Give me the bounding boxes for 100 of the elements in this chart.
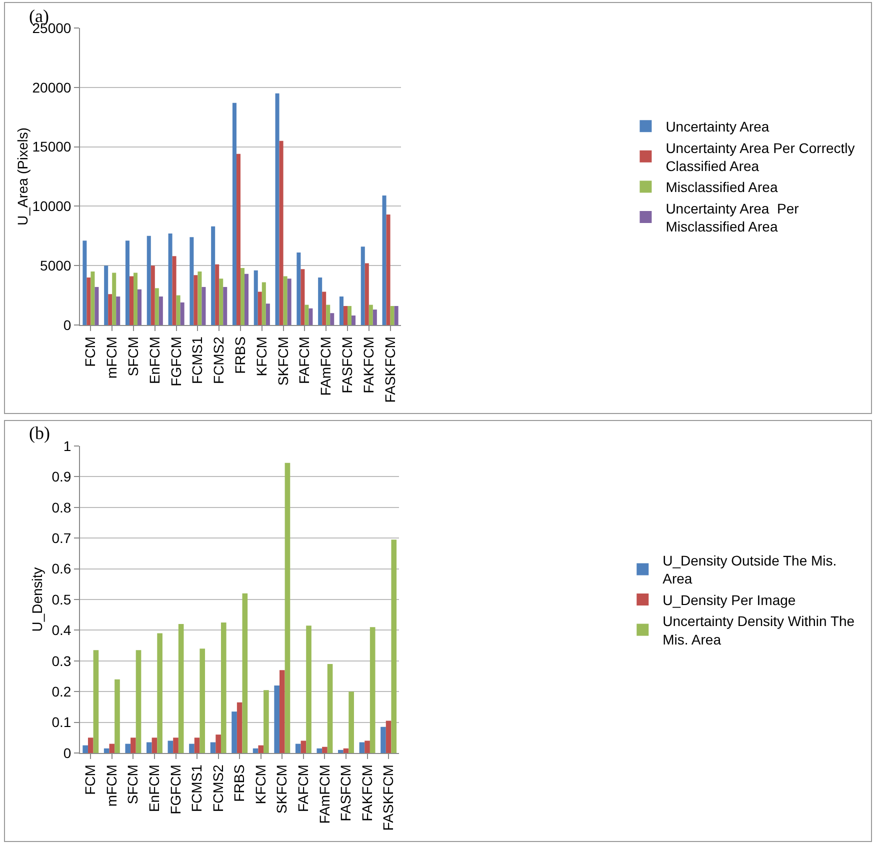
bar xyxy=(242,593,248,753)
x-tick-label: KFCM xyxy=(253,336,270,376)
bar xyxy=(219,278,224,325)
bar xyxy=(104,748,110,753)
bar xyxy=(216,734,221,753)
bar xyxy=(284,462,290,753)
bar xyxy=(280,670,285,753)
bar xyxy=(94,286,99,325)
x-tick-label: FCMS1 xyxy=(189,336,206,384)
bar xyxy=(125,240,130,325)
text: (b) xyxy=(29,423,50,443)
y-tick-label: 10000 xyxy=(32,198,72,214)
x-tick-label: FAFCM xyxy=(296,336,312,384)
y-tick-label: 0.8 xyxy=(52,499,72,516)
bar xyxy=(134,272,138,325)
bar xyxy=(316,748,322,753)
bar xyxy=(275,93,280,325)
bar xyxy=(211,226,216,325)
bar xyxy=(348,306,352,325)
bar xyxy=(93,650,99,753)
bar xyxy=(202,286,206,325)
bar xyxy=(223,286,228,325)
y-axis-title: U_Density xyxy=(29,567,45,632)
bar xyxy=(322,746,328,753)
bar xyxy=(154,288,159,325)
bar xyxy=(86,277,91,325)
x-tick-label: FRBS xyxy=(232,336,248,374)
bar xyxy=(364,740,370,753)
legend-label: Uncertainty Density Within The Mis. Area xyxy=(662,613,855,648)
bar xyxy=(287,278,292,325)
bar xyxy=(236,702,242,753)
bar xyxy=(168,234,172,325)
bar xyxy=(194,275,198,325)
bar xyxy=(146,742,152,753)
x-tick-label: FASKFCM xyxy=(380,764,396,831)
bar xyxy=(114,679,120,753)
bar xyxy=(266,304,270,325)
x-tick-label: FASFCM xyxy=(338,764,354,822)
bar xyxy=(112,272,116,325)
x-tick-label: FCM xyxy=(82,764,98,795)
bar xyxy=(240,268,245,325)
bar xyxy=(372,310,377,325)
y-tick-label: 15000 xyxy=(32,138,72,155)
bar xyxy=(104,266,108,325)
bar xyxy=(173,738,178,753)
bar xyxy=(252,748,258,753)
bar xyxy=(368,304,373,325)
bar xyxy=(330,313,334,325)
bar xyxy=(178,624,184,753)
bar xyxy=(304,304,309,325)
y-tick-label: 5000 xyxy=(40,258,72,274)
bar xyxy=(274,685,280,753)
bar xyxy=(394,306,398,325)
bar xyxy=(210,742,216,753)
x-tick-label: FCMS2 xyxy=(210,336,227,384)
bar xyxy=(157,633,162,753)
bar xyxy=(364,263,369,325)
y-tick-label: 0.6 xyxy=(52,560,72,577)
legend-label: Misclassified Area xyxy=(666,179,778,196)
bar xyxy=(283,276,288,325)
legend-label: U_Density Outside The Mis. Area xyxy=(662,552,837,587)
bar xyxy=(391,540,397,753)
legend-label: Uncertainty Area Per Correctly Classified Area xyxy=(666,140,855,174)
bar xyxy=(370,627,376,753)
y-tick-label: 20000 xyxy=(32,79,72,96)
x-tick-label: SKFCM xyxy=(274,764,290,814)
bar xyxy=(264,690,269,753)
bar xyxy=(380,726,386,753)
bar xyxy=(339,296,344,325)
bar xyxy=(338,750,344,753)
bar xyxy=(386,720,392,753)
bar xyxy=(308,308,313,325)
bar xyxy=(109,744,115,753)
x-tick-label: FCM xyxy=(82,336,98,367)
bar xyxy=(232,712,237,753)
y-tick-label: 0.1 xyxy=(52,714,72,730)
bar xyxy=(198,272,202,325)
x-tick-label: FAKFCM xyxy=(360,336,376,394)
bar xyxy=(152,738,158,753)
y-tick-label: 0.7 xyxy=(52,530,72,546)
legend-label: Uncertainty Area xyxy=(666,118,770,135)
bar xyxy=(190,237,194,325)
legend-label: U_Density Per Image xyxy=(662,592,796,608)
bar xyxy=(150,266,155,325)
bar xyxy=(189,744,194,753)
bar xyxy=(327,664,333,753)
bar xyxy=(232,102,236,325)
x-tick-label: FASFCM xyxy=(339,336,356,394)
x-tick-label: FCMS2 xyxy=(210,764,226,812)
bar xyxy=(318,277,322,325)
x-tick-label: FAmFCM xyxy=(316,764,332,824)
bar xyxy=(390,306,394,325)
bar xyxy=(200,648,206,753)
bar xyxy=(359,742,365,753)
bar xyxy=(322,292,326,325)
x-tick-label: FASKFCM xyxy=(382,336,398,403)
bar xyxy=(136,650,142,753)
x-tick-label: FCMS1 xyxy=(188,764,205,812)
bar xyxy=(296,252,301,325)
x-tick-label: FGFCM xyxy=(167,764,184,814)
